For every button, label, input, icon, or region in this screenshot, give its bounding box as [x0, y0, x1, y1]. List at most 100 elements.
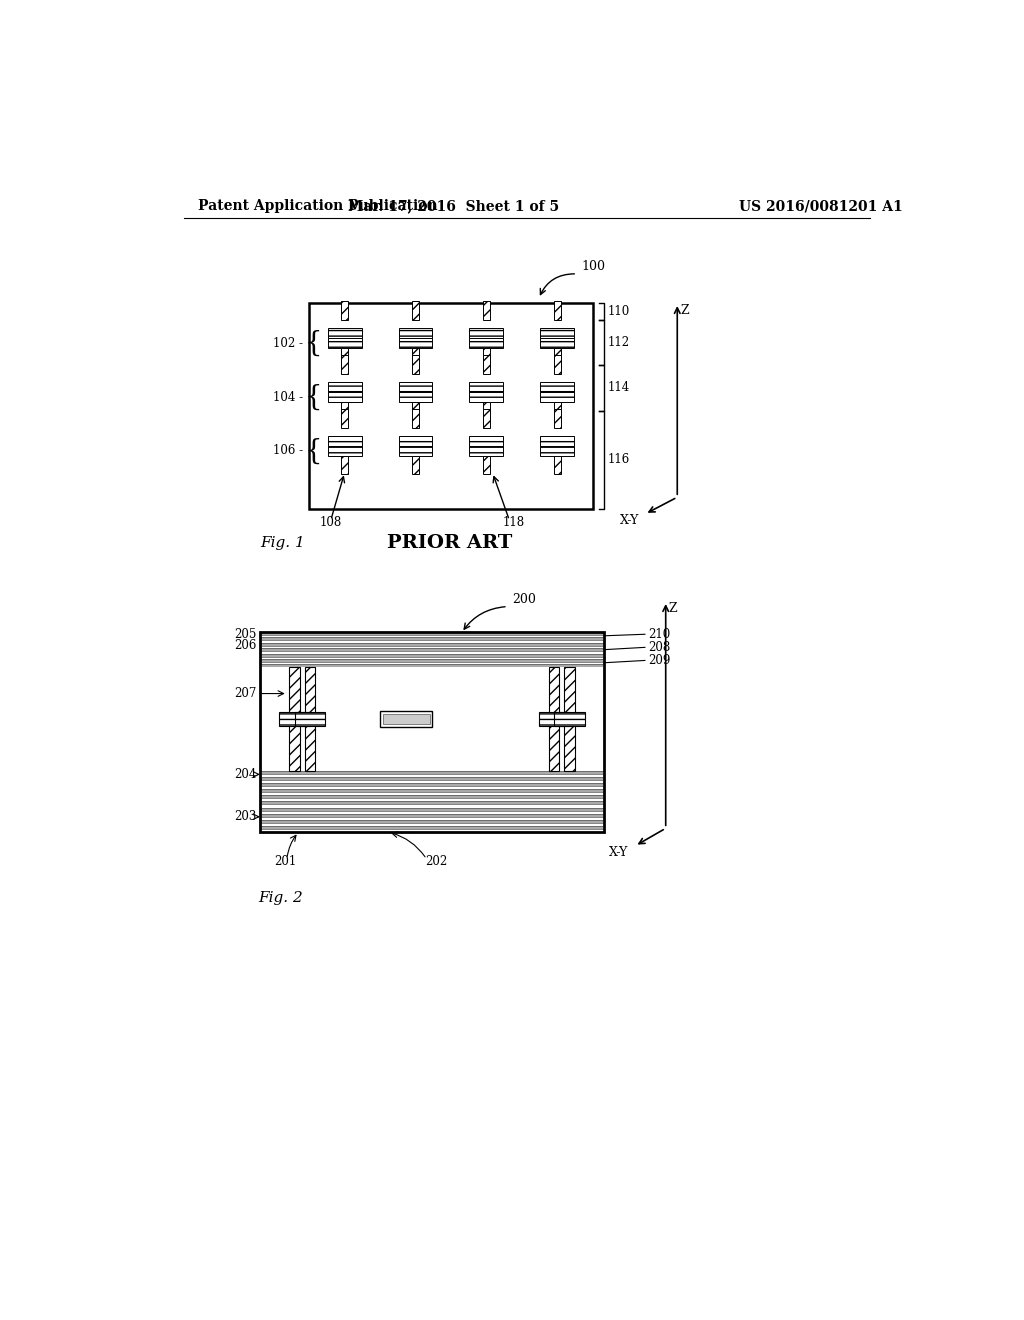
Bar: [261, 792, 603, 795]
Bar: [261, 785, 603, 789]
Bar: [469, 381, 503, 392]
Bar: [341, 355, 348, 374]
Bar: [341, 301, 348, 319]
Text: Fig. 2: Fig. 2: [258, 891, 303, 904]
Bar: [412, 301, 419, 319]
Bar: [483, 409, 489, 428]
Text: 106 -: 106 -: [273, 445, 303, 458]
Text: 104 -: 104 -: [273, 391, 303, 404]
Bar: [398, 436, 432, 446]
Bar: [328, 436, 361, 446]
Bar: [398, 446, 432, 455]
Bar: [483, 355, 489, 374]
Text: 200: 200: [512, 593, 537, 606]
Bar: [261, 829, 603, 832]
Bar: [541, 392, 574, 403]
Bar: [328, 338, 361, 348]
Bar: [398, 338, 432, 348]
Bar: [398, 392, 432, 403]
Bar: [261, 783, 603, 785]
Bar: [261, 643, 603, 645]
Bar: [261, 808, 603, 810]
Bar: [261, 645, 603, 648]
Bar: [328, 381, 361, 392]
Bar: [261, 653, 603, 656]
Text: 206: 206: [233, 639, 256, 652]
Bar: [483, 348, 489, 367]
Bar: [549, 668, 559, 771]
Text: 209: 209: [648, 653, 671, 667]
Text: 208: 208: [648, 640, 671, 653]
Bar: [554, 711, 585, 726]
Text: US 2016/0081201 A1: US 2016/0081201 A1: [739, 199, 902, 213]
Bar: [412, 355, 419, 374]
Text: 207: 207: [233, 686, 256, 700]
Text: X-Y: X-Y: [620, 513, 639, 527]
Bar: [261, 635, 603, 638]
Bar: [412, 348, 419, 367]
Bar: [412, 455, 419, 474]
Text: Fig. 1: Fig. 1: [261, 536, 305, 550]
Text: 202: 202: [425, 855, 446, 869]
Bar: [304, 668, 315, 771]
Text: {: {: [304, 330, 323, 356]
Bar: [260, 632, 604, 832]
Bar: [469, 329, 503, 338]
Bar: [541, 436, 574, 446]
Bar: [261, 632, 603, 635]
Text: 205: 205: [233, 628, 256, 640]
Text: PRIOR ART: PRIOR ART: [387, 535, 513, 552]
Bar: [309, 304, 593, 508]
Bar: [483, 301, 489, 319]
Text: 210: 210: [648, 628, 671, 640]
Bar: [261, 638, 603, 640]
Bar: [261, 776, 603, 780]
Bar: [261, 656, 603, 659]
Text: 102 -: 102 -: [273, 337, 303, 350]
Bar: [469, 392, 503, 403]
Bar: [261, 817, 603, 820]
Bar: [261, 668, 603, 771]
Text: {: {: [304, 384, 323, 411]
Bar: [261, 774, 603, 776]
Bar: [280, 711, 310, 726]
Bar: [261, 663, 603, 664]
Bar: [261, 822, 603, 826]
Text: Mar. 17, 2016  Sheet 1 of 5: Mar. 17, 2016 Sheet 1 of 5: [348, 199, 559, 213]
Bar: [541, 381, 574, 392]
Bar: [261, 651, 603, 653]
Text: X-Y: X-Y: [609, 846, 629, 859]
Bar: [261, 648, 603, 651]
Bar: [261, 780, 603, 783]
Bar: [412, 409, 419, 428]
Bar: [554, 409, 560, 428]
Text: 204: 204: [233, 768, 256, 781]
Bar: [341, 348, 348, 367]
Text: 110: 110: [608, 305, 630, 318]
Bar: [541, 338, 574, 348]
Bar: [398, 381, 432, 392]
Bar: [564, 668, 574, 771]
Text: Z: Z: [669, 602, 678, 615]
Bar: [261, 664, 603, 668]
Bar: [261, 813, 603, 817]
Text: 114: 114: [608, 381, 630, 395]
Bar: [398, 329, 432, 338]
Bar: [261, 640, 603, 643]
Bar: [554, 355, 560, 374]
Bar: [483, 403, 489, 421]
Bar: [469, 446, 503, 455]
Bar: [261, 795, 603, 799]
Text: 100: 100: [581, 260, 605, 273]
Bar: [554, 301, 560, 319]
Bar: [412, 403, 419, 421]
Bar: [328, 392, 361, 403]
Bar: [261, 801, 603, 804]
Bar: [541, 446, 574, 455]
Bar: [554, 455, 560, 474]
Bar: [539, 711, 569, 726]
Text: 203: 203: [233, 810, 256, 824]
Bar: [554, 348, 560, 367]
Text: {: {: [304, 437, 323, 465]
Bar: [261, 789, 603, 792]
